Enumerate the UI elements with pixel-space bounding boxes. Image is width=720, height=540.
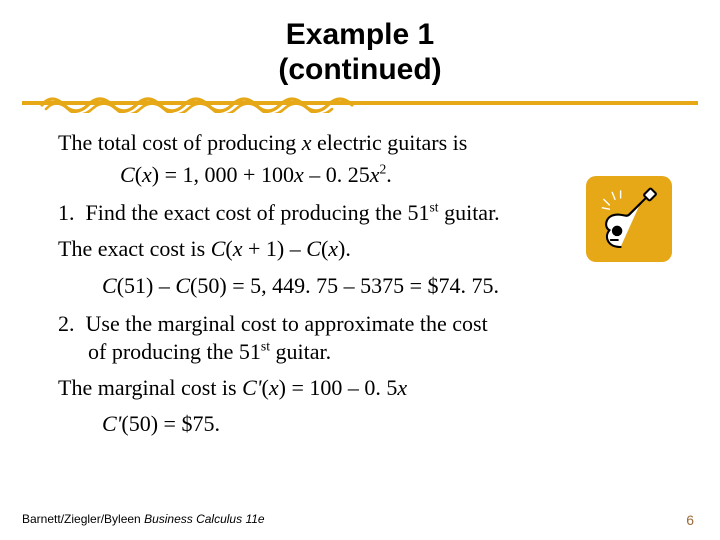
q2-l1: Use the marginal cost to approximate the…	[86, 311, 488, 336]
q1-text: Find the exact cost of producing the 51	[86, 200, 430, 225]
q2-num: 2.	[58, 311, 75, 336]
ec-o1: (	[225, 236, 232, 261]
eq-t1: 1, 000	[183, 162, 238, 187]
exc-m2: –	[338, 273, 360, 298]
exc-c2: C	[175, 273, 190, 298]
ec-p1: + 1)	[243, 236, 285, 261]
footer-citation: Barnett/Ziegler/Byleen Business Calculus…	[22, 512, 265, 526]
mcc-a: (50)	[121, 411, 158, 436]
ec-m: –	[284, 236, 306, 261]
eq-open: (	[135, 162, 142, 187]
eq-v2: x	[294, 162, 304, 187]
eq-close: )	[152, 162, 159, 187]
ec-x2: x	[328, 236, 338, 261]
underline-scribble	[40, 91, 360, 113]
q2-l2a: of producing the 51	[88, 339, 261, 364]
guitar-icon	[586, 176, 672, 262]
q1-num: 1.	[58, 200, 75, 225]
question-1: 1. Find the exact cost of producing the …	[58, 199, 662, 227]
eq-sign: =	[159, 162, 182, 187]
title-underline	[22, 95, 698, 113]
exc-res: $74. 75.	[428, 273, 500, 298]
exc-a2: (50)	[190, 273, 227, 298]
mc-x: x	[269, 375, 279, 400]
marginal-cost-formula: The marginal cost is C'(x) = 100 – 0. 5x	[58, 374, 662, 402]
q2-l2b: guitar.	[270, 339, 331, 364]
exc-e2: =	[404, 273, 427, 298]
ec-prefix: The exact cost is	[58, 236, 211, 261]
page-number: 6	[686, 512, 694, 528]
slide-body: The total cost of producing x electric g…	[0, 113, 720, 438]
exc-m: –	[153, 273, 175, 298]
eq-c2: 100	[261, 162, 294, 187]
ec-c2: C	[306, 236, 321, 261]
exc-a1: (51)	[117, 273, 154, 298]
mc-eq: =	[286, 375, 309, 400]
guitar-svg	[594, 184, 664, 254]
mc-cl: )	[279, 375, 286, 400]
question-2: 2. Use the marginal cost to approximate …	[58, 310, 662, 366]
mc-prefix: The marginal cost is	[58, 375, 242, 400]
title-line-2: (continued)	[0, 53, 720, 88]
cost-equation: C(x) = 1, 000 + 100x – 0. 25x2.	[58, 161, 662, 189]
exact-cost-calc: C(51) – C(50) = 5, 449. 75 – 5375 = $74.…	[58, 272, 662, 300]
eq-plus: +	[238, 162, 261, 187]
eq-c3: 0. 25	[326, 162, 370, 187]
footer-authors: Barnett/Ziegler/Byleen	[22, 512, 144, 526]
slide-title: Example 1 (continued)	[0, 0, 720, 87]
ec-cl2: ).	[338, 236, 351, 261]
mcc-c: C'	[102, 411, 121, 436]
mc-expr: 100 – 0. 5	[309, 375, 397, 400]
mcc-r: $75.	[181, 411, 220, 436]
eq-x: x	[142, 162, 152, 187]
ec-x1: x	[233, 236, 243, 261]
q1-ord: st	[429, 200, 438, 215]
intro-prefix: The total cost of producing	[58, 130, 302, 155]
mc-o: (	[262, 375, 269, 400]
intro-suffix: electric guitars is	[312, 130, 468, 155]
exact-cost-formula: The exact cost is C(x + 1) – C(x).	[58, 235, 662, 263]
title-line-1: Example 1	[0, 18, 720, 53]
footer-title: Business Calculus 11e	[144, 512, 265, 526]
intro-text: The total cost of producing x electric g…	[58, 129, 662, 157]
q2-ord: st	[261, 339, 270, 354]
intro-var: x	[302, 130, 312, 155]
exc-v1: 5, 449. 75	[250, 273, 338, 298]
mc-c: C'	[242, 375, 261, 400]
mcc-e: =	[158, 411, 181, 436]
q1-tail: guitar.	[439, 200, 500, 225]
exc-v2: 5375	[360, 273, 404, 298]
marginal-cost-calc: C'(50) = $75.	[58, 410, 662, 438]
exc-e1: =	[227, 273, 250, 298]
eq-minus: –	[304, 162, 326, 187]
exc-c1: C	[102, 273, 117, 298]
ec-c1: C	[211, 236, 226, 261]
eq-c: C	[120, 162, 135, 187]
eq-period: .	[386, 162, 392, 187]
mc-xv: x	[397, 375, 407, 400]
